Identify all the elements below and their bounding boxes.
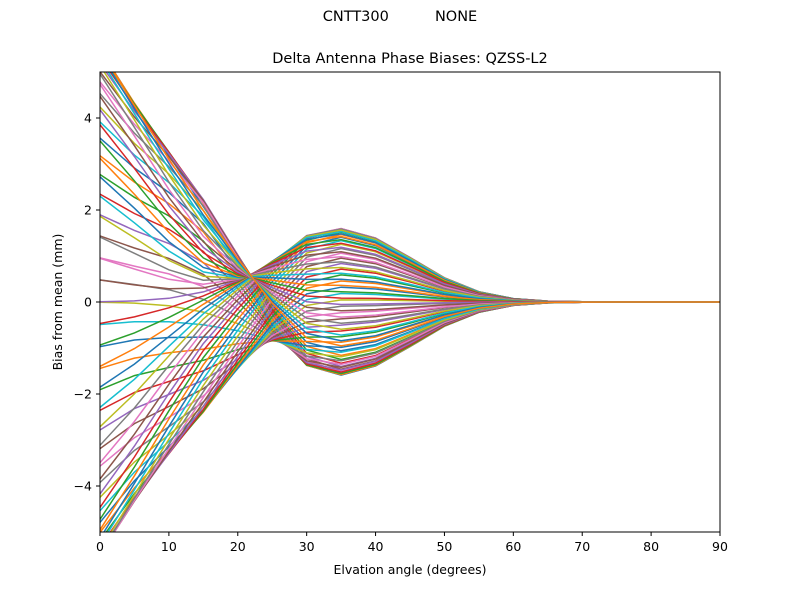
x-tick-label: 90	[712, 539, 728, 554]
y-tick-label: −2	[74, 387, 92, 402]
y-tick-label: 2	[84, 203, 92, 218]
suptitle-radome: NONE	[434, 9, 478, 25]
y-tick-label: 0	[84, 295, 92, 310]
chart-title: Delta Antenna Phase Biases: QZSS-L2	[272, 51, 547, 67]
x-axis: 0 10 20 30 40 50 60 70 80 90	[96, 532, 728, 554]
x-tick-label: 60	[505, 539, 521, 554]
x-tick-label: 0	[96, 539, 104, 554]
x-tick-label: 50	[436, 539, 452, 554]
x-axis-label: Elvation angle (degrees)	[333, 562, 486, 577]
x-tick-label: 20	[230, 539, 246, 554]
x-tick-label: 80	[643, 539, 659, 554]
suptitle: CNTT300 NONE	[0, 9, 800, 25]
x-tick-label: 30	[299, 539, 315, 554]
y-axis-label: Bias from mean (mm)	[50, 234, 65, 371]
series-group	[100, 72, 720, 532]
y-tick-label: −4	[74, 479, 92, 494]
x-tick-label: 10	[161, 539, 177, 554]
x-tick-label: 40	[368, 539, 384, 554]
y-axis: −4 −2 0 2 4	[74, 111, 100, 494]
suptitle-antenna: CNTT300	[322, 9, 389, 25]
x-tick-label: 70	[574, 539, 590, 554]
y-tick-label: 4	[84, 111, 92, 126]
series-line	[112, 72, 720, 347]
